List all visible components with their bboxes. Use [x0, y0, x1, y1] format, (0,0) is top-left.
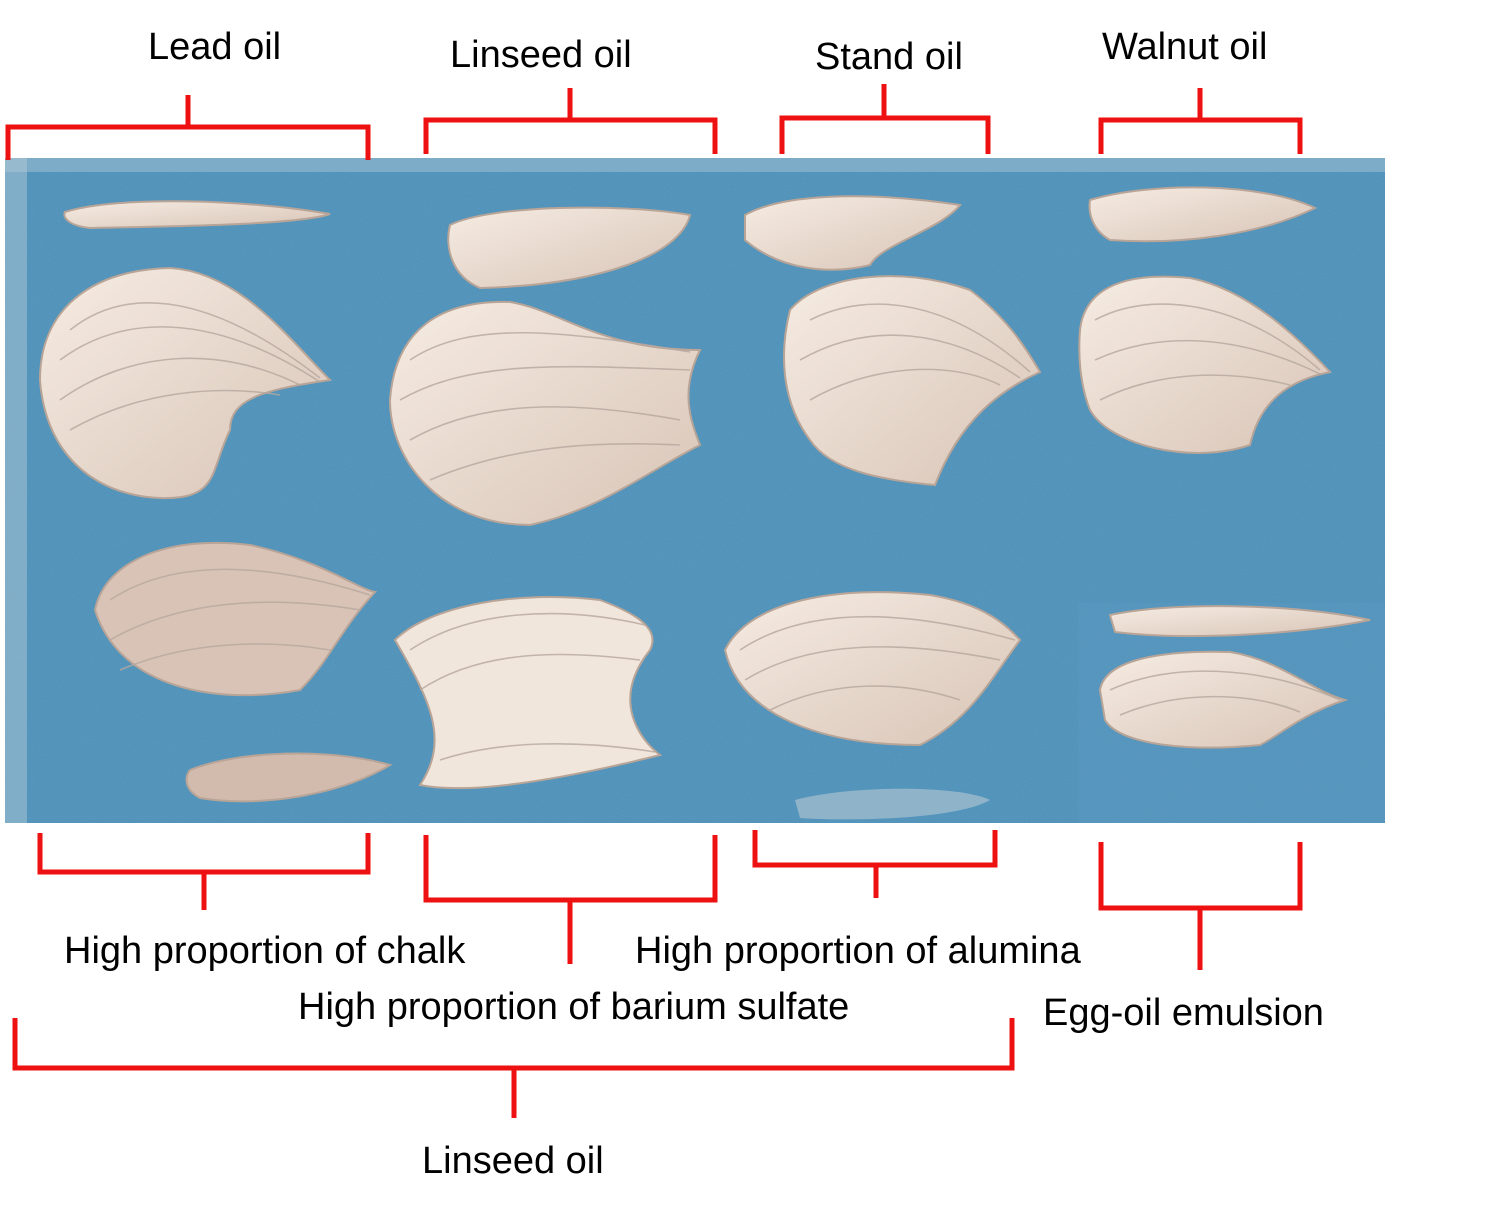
label-alumina: High proportion of alumina	[635, 930, 1081, 972]
swatch-linseed-oil-curved	[388, 300, 702, 527]
label-egg-oil: Egg-oil emulsion	[1043, 992, 1324, 1034]
label-stand-oil: Stand oil	[815, 36, 963, 78]
swatch-stand-oil-curved	[783, 275, 1042, 487]
bracket-walnut-oil	[1098, 88, 1303, 154]
swatch-lead-oil-thin	[63, 200, 331, 230]
swatch-egg-oil-thin	[1108, 605, 1371, 637]
brackets	[5, 84, 1303, 1118]
swatch-chalk-curved	[93, 541, 378, 697]
swatch-alumina-bottom	[795, 788, 990, 820]
bracket-stand-oil	[779, 84, 991, 154]
label-walnut-oil: Walnut oil	[1102, 26, 1268, 68]
swatch-stand-oil-top	[744, 195, 962, 271]
swatch-egg-oil-curved	[1098, 650, 1349, 749]
swatch-walnut-oil-thin	[1088, 186, 1318, 243]
swatch-lead-oil-curved	[38, 266, 333, 500]
sample-board	[5, 158, 1385, 823]
bracket-egg-oil	[1098, 842, 1303, 970]
swatch-streaks	[59, 302, 1341, 761]
swatch-alumina-curved	[723, 591, 1022, 747]
label-linseed-oil-bottom: Linseed oil	[422, 1140, 604, 1182]
paint-swatches	[38, 186, 1371, 820]
label-lead-oil: Lead oil	[148, 26, 282, 68]
swatch-walnut-oil-curved	[1078, 275, 1332, 454]
swatch-barium-curved	[393, 595, 663, 790]
swatch-chalk-thin	[185, 752, 393, 803]
bracket-alumina	[752, 830, 998, 898]
bracket-barium	[423, 835, 718, 964]
bracket-chalk	[37, 833, 371, 910]
bracket-linseed-oil-bottom	[12, 1018, 1015, 1118]
bracket-linseed-oil-top	[423, 88, 718, 154]
label-chalk: High proportion of chalk	[64, 930, 466, 972]
swatch-linseed-oil-thin	[447, 206, 692, 290]
label-barium: High proportion of barium sulfate	[298, 986, 850, 1028]
label-linseed-oil-top: Linseed oil	[450, 34, 632, 76]
bracket-lead-oil	[5, 95, 371, 160]
